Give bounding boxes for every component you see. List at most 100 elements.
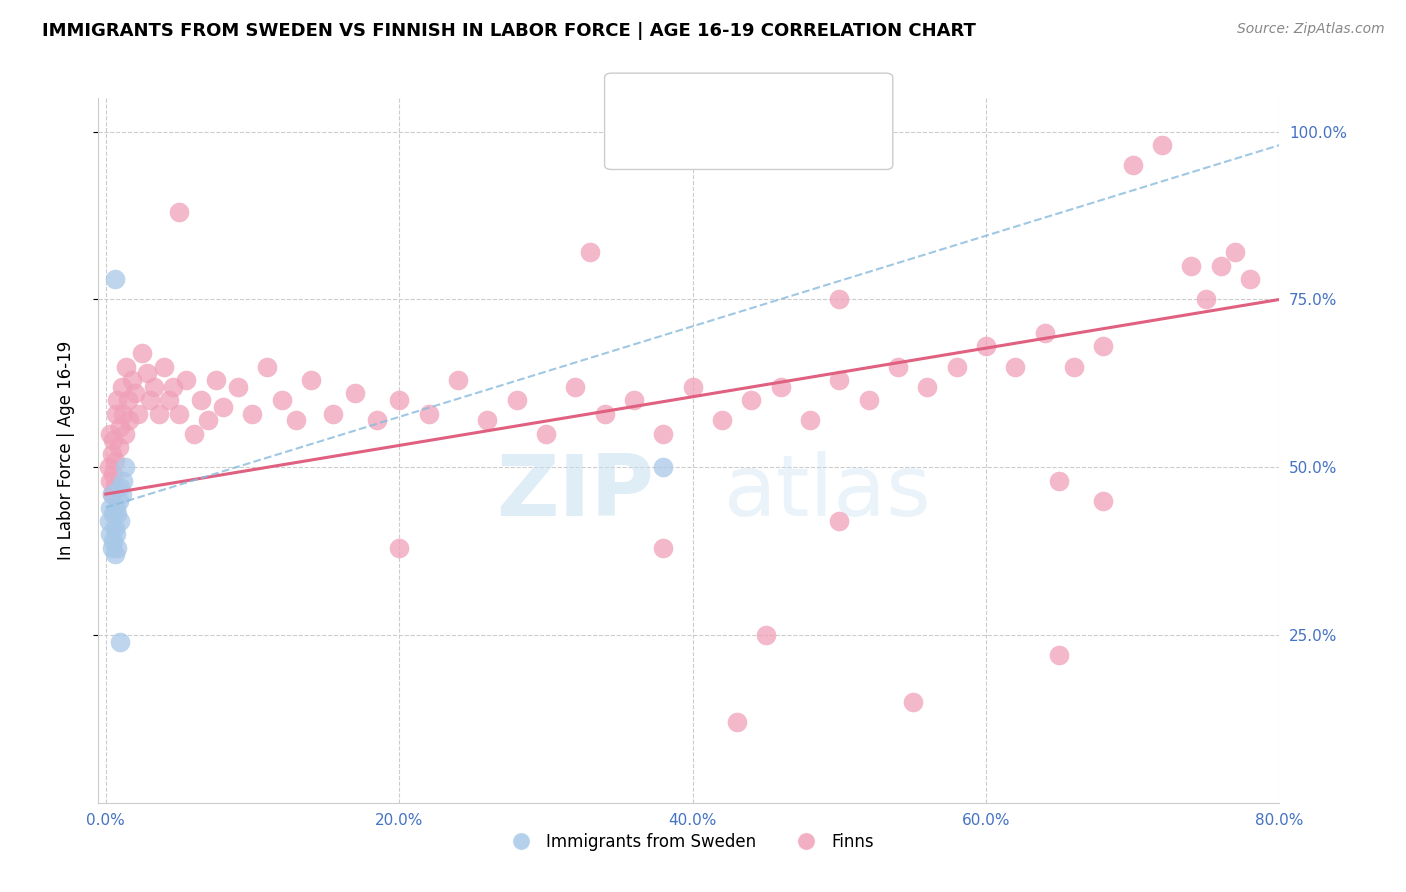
Point [828,373,851,387]
Point [121,373,143,387]
Point [388,393,411,408]
Point [901,695,924,709]
Point [108,493,131,508]
Point [105,527,128,541]
Y-axis label: In Labor Force | Age 16-19: In Labor Force | Age 16-19 [56,341,75,560]
Point [143,380,166,394]
Point [917,380,939,394]
Point [190,393,212,408]
Text: atlas: atlas [724,451,932,534]
Text: 21: 21 [818,95,842,113]
Legend: Immigrants from Sweden, Finns: Immigrants from Sweden, Finns [498,827,880,858]
Point [1180,259,1202,273]
Point [110,480,132,494]
Point [212,400,235,414]
Point [725,715,748,730]
Point [1152,138,1174,153]
Point [740,393,762,408]
Point [167,205,190,219]
Point [1047,474,1070,488]
Text: IMMIGRANTS FROM SWEDEN VS FINNISH IN LABOR FORCE | AGE 16-19 CORRELATION CHART: IMMIGRANTS FROM SWEDEN VS FINNISH IN LAB… [42,22,976,40]
Point [769,380,792,394]
Point [167,407,190,421]
Point [299,373,322,387]
Point [100,487,122,501]
Point [505,393,527,408]
Point [153,359,176,374]
Point [1092,339,1115,353]
Point [112,474,135,488]
Point [103,548,125,562]
Point [127,407,149,421]
Point [593,407,616,421]
Point [652,460,675,475]
Point [110,634,132,648]
Point [1239,272,1261,286]
Point [204,373,226,387]
Point [652,426,675,441]
Text: 0.111: 0.111 [714,95,768,113]
Point [112,407,135,421]
Point [110,420,132,434]
Point [101,507,124,521]
Point [799,413,821,427]
Point [101,434,124,448]
Point [285,413,308,427]
Point [98,426,121,441]
Point [388,541,411,555]
Point [105,407,128,421]
Point [477,413,499,427]
Point [1063,359,1085,374]
Point [139,393,162,408]
Point [682,380,704,394]
Point [579,245,602,260]
Bar [627,129,652,151]
Point [945,359,967,374]
Point [108,440,131,454]
Text: R =: R = [662,131,699,149]
Point [828,293,851,307]
Point [110,514,132,528]
Point [366,413,388,427]
Point [115,359,138,374]
Point [101,467,124,481]
Point [183,426,205,441]
Point [564,380,586,394]
Point [1033,326,1056,340]
Point [148,407,170,421]
Point [98,500,121,515]
Point [256,359,278,374]
Point [107,541,129,555]
Text: N =: N = [769,131,807,149]
Text: 85: 85 [818,131,842,149]
Point [105,500,128,515]
Text: R =: R = [662,95,699,113]
Point [1092,493,1115,508]
Point [226,380,249,394]
Text: 0.275: 0.275 [714,131,768,149]
Point [828,514,851,528]
Point [157,393,180,408]
Point [97,514,120,528]
Point [887,359,910,374]
Point [162,380,184,394]
Point [107,507,129,521]
Point [974,339,997,353]
Point [1122,158,1144,172]
Point [1047,648,1070,662]
Point [447,373,470,387]
Point [97,460,120,475]
Bar [627,94,652,116]
Text: ZIP: ZIP [496,451,654,534]
Point [623,393,645,408]
Point [118,413,141,427]
Point [100,447,122,461]
Point [344,386,367,401]
Text: N =: N = [769,95,807,113]
Text: Source: ZipAtlas.com: Source: ZipAtlas.com [1237,22,1385,37]
Point [1195,293,1218,307]
Point [103,521,125,535]
Point [117,393,139,408]
Point [242,407,264,421]
Point [1209,259,1232,273]
